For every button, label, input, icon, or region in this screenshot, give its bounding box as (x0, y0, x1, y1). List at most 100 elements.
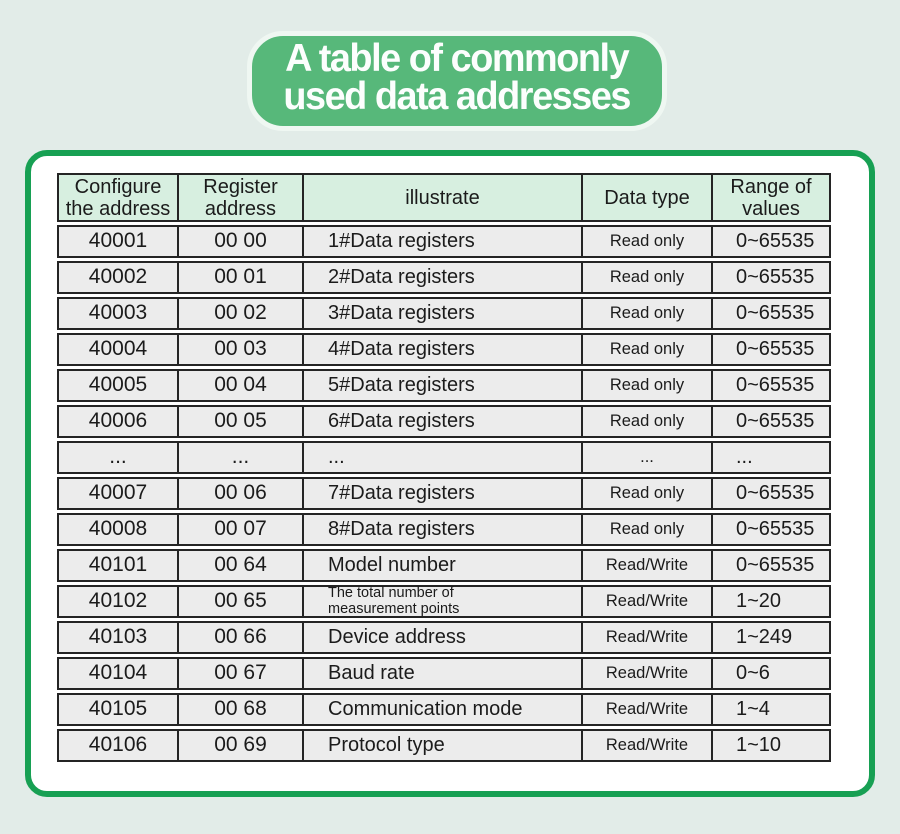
table-card: Configure the address Register address ill… (25, 150, 875, 797)
cell: Read/Write (581, 657, 713, 690)
cell: ... (177, 441, 304, 474)
table-row: 40106 00 69 Protocol type Read/Write 1~10 (57, 729, 843, 762)
cell: Read only (581, 513, 713, 546)
title-line-1: A table of commonly (285, 37, 629, 80)
cell: Read only (581, 477, 713, 510)
cell: 00 04 (177, 369, 304, 402)
cell: ... (711, 441, 831, 474)
cell: 0~65535 (711, 405, 831, 438)
cell: ... (57, 441, 179, 474)
cell: Read/Write (581, 693, 713, 726)
cell: Read/Write (581, 585, 713, 618)
address-table: Configure the address Register address ill… (57, 173, 843, 765)
cell: 00 06 (177, 477, 304, 510)
cell: Read only (581, 369, 713, 402)
cell: 0~65535 (711, 513, 831, 546)
cell: Model number (302, 549, 583, 582)
cell: 40103 (57, 621, 179, 654)
table-row: ............... (57, 441, 843, 474)
cell: Read only (581, 297, 713, 330)
cell: Read only (581, 405, 713, 438)
cell: 8#Data registers (302, 513, 583, 546)
table-row: 40007 00 06 7#Data registers Read only 0~655… (57, 477, 843, 510)
cell: Read only (581, 261, 713, 294)
cell: 40106 (57, 729, 179, 762)
cell: ... (302, 441, 583, 474)
cell: 0~65535 (711, 477, 831, 510)
title-banner: A table of commonly used data addresses (247, 31, 667, 132)
cell: 00 07 (177, 513, 304, 546)
cell: 4#Data registers (302, 333, 583, 366)
table-row: 40002 00 01 2#Data registers Read only 0~655… (57, 261, 843, 294)
header-cell: illustrate (302, 173, 583, 222)
table-row: 40104 00 67 Baud rate Read/Write 0~6 (57, 657, 843, 690)
cell: Read/Write (581, 621, 713, 654)
cell: 40004 (57, 333, 179, 366)
table-header-row: Configure the address Register address ill… (57, 173, 843, 222)
cell: 2#Data registers (302, 261, 583, 294)
cell: Communication mode (302, 693, 583, 726)
cell: 40101 (57, 549, 179, 582)
header-cell: Range of values (711, 173, 831, 222)
cell: 40003 (57, 297, 179, 330)
table-row: 40004 00 03 4#Data registers Read only 0~655… (57, 333, 843, 366)
table-row: 40102 00 65 The total number of measuremen… (57, 585, 843, 618)
table-row: 40105 00 68 Communication mode Read/Write 1~… (57, 693, 843, 726)
cell: 00 03 (177, 333, 304, 366)
cell: Device address (302, 621, 583, 654)
cell: 00 66 (177, 621, 304, 654)
cell: 3#Data registers (302, 297, 583, 330)
cell: 00 05 (177, 405, 304, 438)
cell: Read only (581, 333, 713, 366)
cell: 0~65535 (711, 261, 831, 294)
cell: 0~65535 (711, 225, 831, 258)
cell: 5#Data registers (302, 369, 583, 402)
table-row: 40008 00 07 8#Data registers Read only 0~655… (57, 513, 843, 546)
cell: Read only (581, 225, 713, 258)
header-cell: Register address (177, 173, 304, 222)
cell: Read/Write (581, 549, 713, 582)
cell: 0~65535 (711, 549, 831, 582)
cell: 0~6 (711, 657, 831, 690)
cell: 40007 (57, 477, 179, 510)
cell: 00 01 (177, 261, 304, 294)
cell: 1~20 (711, 585, 831, 618)
cell: 40102 (57, 585, 179, 618)
cell: 40104 (57, 657, 179, 690)
cell: Baud rate (302, 657, 583, 690)
title-line-2: used data addresses (283, 75, 632, 119)
table-row: 40005 00 04 5#Data registers Read only 0~655… (57, 369, 843, 402)
cell: 40008 (57, 513, 179, 546)
header-cell: Data type (581, 173, 713, 222)
cell: 40001 (57, 225, 179, 258)
cell: 1#Data registers (302, 225, 583, 258)
table-row: 40003 00 02 3#Data registers Read only 0~655… (57, 297, 843, 330)
cell: Read/Write (581, 729, 713, 762)
cell: 1~249 (711, 621, 831, 654)
table-row: 40001 00 00 1#Data registers Read only 0~655… (57, 225, 843, 258)
cell: 00 65 (177, 585, 304, 618)
header-cell: Configure the address (57, 173, 179, 222)
cell: 6#Data registers (302, 405, 583, 438)
cell: 40005 (57, 369, 179, 402)
table-row: 40103 00 66 Device address Read/Write 1~249 (57, 621, 843, 654)
cell: ... (581, 441, 713, 474)
cell: 00 00 (177, 225, 304, 258)
title-banner-container: A table of commonly used data addresses (0, 31, 900, 132)
table-row: 40006 00 05 6#Data registers Read only 0~655… (57, 405, 843, 438)
cell: 00 64 (177, 549, 304, 582)
table-row: 40101 00 64 Model number Read/Write 0~65535 (57, 549, 843, 582)
cell: Protocol type (302, 729, 583, 762)
cell: 00 67 (177, 657, 304, 690)
cell: 40006 (57, 405, 179, 438)
cell: 00 68 (177, 693, 304, 726)
cell: 1~4 (711, 693, 831, 726)
cell: 40105 (57, 693, 179, 726)
cell: 0~65535 (711, 333, 831, 366)
cell: The total number of measurement points (302, 585, 583, 618)
cell: 00 02 (177, 297, 304, 330)
cell: 0~65535 (711, 297, 831, 330)
cell: 00 69 (177, 729, 304, 762)
cell: 40002 (57, 261, 179, 294)
cell: 0~65535 (711, 369, 831, 402)
